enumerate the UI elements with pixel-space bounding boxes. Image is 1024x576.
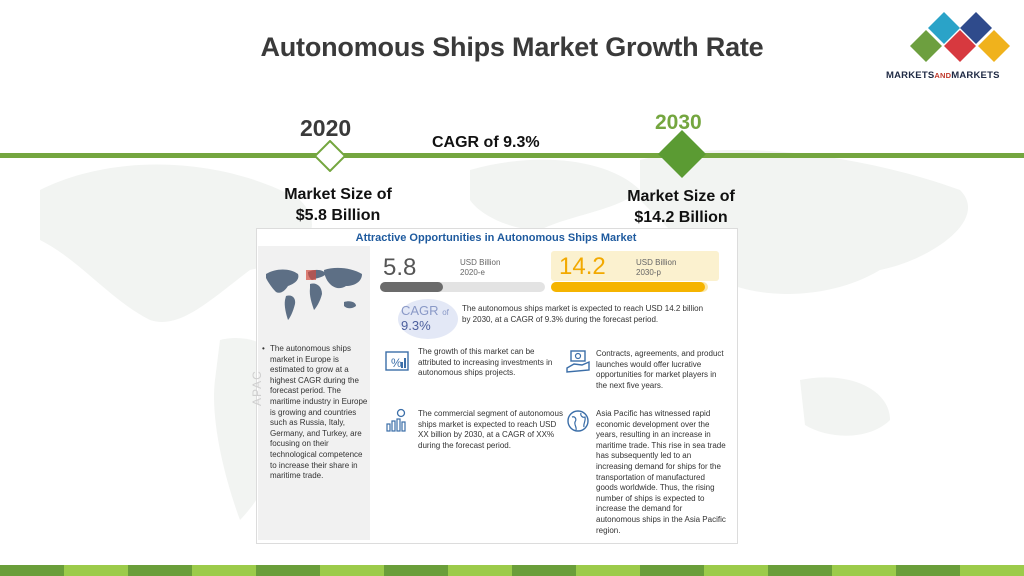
start-market-size-value: $5.8 Billion xyxy=(268,205,408,226)
market-summary: The autonomous ships market is expected … xyxy=(462,303,707,325)
footer-stripe xyxy=(768,565,832,576)
end-marker-diamond xyxy=(657,129,707,179)
end-market-size-value: $14.2 Billion xyxy=(608,207,754,228)
end-market-size: Market Size of $14.2 Billion xyxy=(608,186,754,228)
footer-stripe xyxy=(512,565,576,576)
unit-2030-currency: USD Billion xyxy=(636,258,676,268)
footer-stripe xyxy=(384,565,448,576)
footer-stripe xyxy=(896,565,960,576)
world-map-icon xyxy=(262,262,366,324)
cagr-value: 9.3% xyxy=(401,318,431,333)
footer-stripe xyxy=(832,565,896,576)
value-2030: 14.2 xyxy=(559,253,606,281)
europe-note: The autonomous ships market in Europe is… xyxy=(270,344,368,482)
timeline-cagr: CAGR of 9.3% xyxy=(432,134,540,152)
footer-stripe xyxy=(704,565,768,576)
timeline-start-year: 2020 xyxy=(300,115,351,142)
footer-stripe xyxy=(448,565,512,576)
footer-stripe xyxy=(128,565,192,576)
unit-2030: USD Billion 2030-p xyxy=(636,258,676,278)
start-marker-diamond xyxy=(314,140,346,172)
percent-chart-icon: % xyxy=(384,348,410,374)
value-2020: 5.8 xyxy=(383,254,416,282)
footer-stripe xyxy=(0,565,64,576)
footer-stripe xyxy=(320,565,384,576)
brand-name: MARKETSANDMARKETS xyxy=(886,70,1000,81)
unit-2030-year: 2030-p xyxy=(636,268,676,278)
svg-text:%: % xyxy=(391,356,402,370)
bar-2030-fill xyxy=(551,282,705,292)
footer-stripes xyxy=(0,565,1024,576)
infographic-title: Attractive Opportunities in Autonomous S… xyxy=(256,232,736,244)
page-title: Autonomous Ships Market Growth Rate xyxy=(0,32,1024,63)
bar-2020-fill xyxy=(380,282,443,292)
cagr-label: CAGR of xyxy=(401,303,449,318)
timeline-line xyxy=(0,153,1024,158)
end-market-size-label: Market Size of xyxy=(608,186,754,207)
start-market-size: Market Size of $5.8 Billion xyxy=(268,184,408,226)
side-label: APAC xyxy=(250,370,264,406)
point-apac: Asia Pacific has witnessed rapid economi… xyxy=(596,409,726,536)
footer-stripe xyxy=(960,565,1024,576)
footer-stripe xyxy=(64,565,128,576)
point-commercial: The commercial segment of autonomous shi… xyxy=(418,409,563,451)
point-contracts: Contracts, agreements, and product launc… xyxy=(596,349,726,391)
point-growth: The growth of this market can be attribu… xyxy=(418,347,558,379)
footer-stripe xyxy=(256,565,320,576)
unit-2020: USD Billion 2020-e xyxy=(460,258,500,278)
globe-icon xyxy=(565,408,591,434)
money-hand-icon xyxy=(565,348,591,374)
footer-stripe xyxy=(192,565,256,576)
footer-stripe xyxy=(576,565,640,576)
unit-2020-year: 2020-e xyxy=(460,268,500,278)
footer-stripe xyxy=(640,565,704,576)
unit-2020-currency: USD Billion xyxy=(460,258,500,268)
start-market-size-label: Market Size of xyxy=(268,184,408,205)
bar-growth-icon xyxy=(384,408,410,434)
